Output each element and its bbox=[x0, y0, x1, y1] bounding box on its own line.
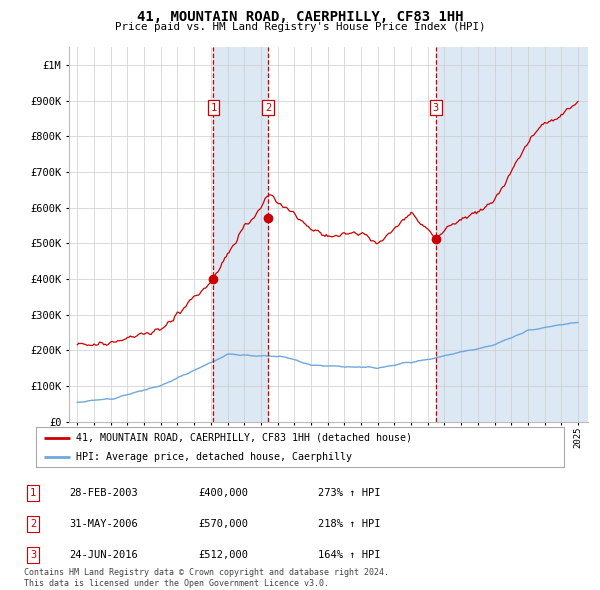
Text: 1: 1 bbox=[210, 103, 217, 113]
Text: 24-JUN-2016: 24-JUN-2016 bbox=[69, 550, 138, 560]
Text: £512,000: £512,000 bbox=[198, 550, 248, 560]
Text: 3: 3 bbox=[30, 550, 36, 560]
Bar bbox=[214, 47, 268, 422]
Text: £400,000: £400,000 bbox=[198, 488, 248, 497]
Text: 41, MOUNTAIN ROAD, CAERPHILLY, CF83 1HH (detached house): 41, MOUNTAIN ROAD, CAERPHILLY, CF83 1HH … bbox=[76, 433, 412, 443]
Text: 273% ↑ HPI: 273% ↑ HPI bbox=[318, 488, 380, 497]
Text: 2: 2 bbox=[265, 103, 271, 113]
Text: 31-MAY-2006: 31-MAY-2006 bbox=[69, 519, 138, 529]
Text: Contains HM Land Registry data © Crown copyright and database right 2024.
This d: Contains HM Land Registry data © Crown c… bbox=[24, 568, 389, 588]
Bar bbox=[436, 47, 588, 422]
Text: 1: 1 bbox=[30, 488, 36, 497]
Text: £570,000: £570,000 bbox=[198, 519, 248, 529]
Text: HPI: Average price, detached house, Caerphilly: HPI: Average price, detached house, Caer… bbox=[76, 453, 352, 462]
Text: 28-FEB-2003: 28-FEB-2003 bbox=[69, 488, 138, 497]
Text: 3: 3 bbox=[433, 103, 439, 113]
Text: 41, MOUNTAIN ROAD, CAERPHILLY, CF83 1HH: 41, MOUNTAIN ROAD, CAERPHILLY, CF83 1HH bbox=[137, 10, 463, 24]
Text: 218% ↑ HPI: 218% ↑ HPI bbox=[318, 519, 380, 529]
Text: Price paid vs. HM Land Registry's House Price Index (HPI): Price paid vs. HM Land Registry's House … bbox=[115, 22, 485, 32]
Text: 164% ↑ HPI: 164% ↑ HPI bbox=[318, 550, 380, 560]
Text: 2: 2 bbox=[30, 519, 36, 529]
